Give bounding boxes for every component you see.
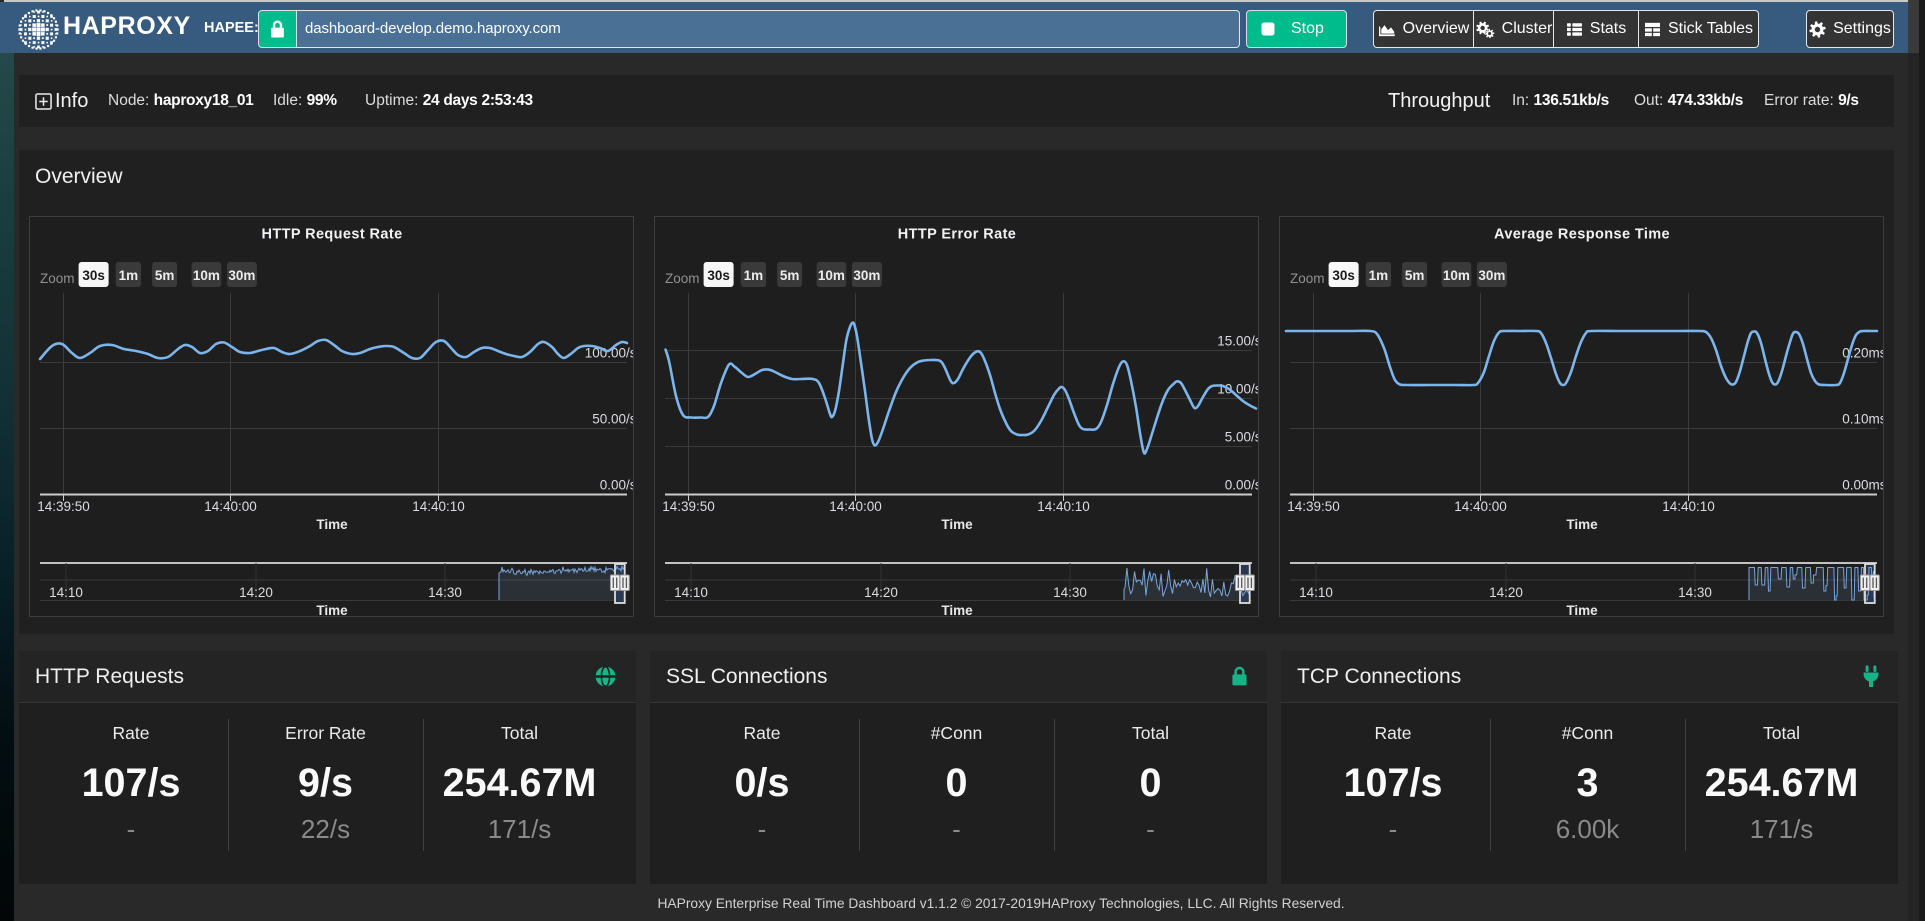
svg-text:10m: 10m — [818, 268, 845, 283]
svg-text:14:40:10: 14:40:10 — [1037, 499, 1090, 514]
svg-text:14:20: 14:20 — [1489, 585, 1523, 600]
svg-text:14:30: 14:30 — [1053, 585, 1087, 600]
svg-text:Time: Time — [941, 517, 973, 532]
svg-text:5.00/s: 5.00/s — [1225, 430, 1258, 445]
svg-text:HTTP Error Rate: HTTP Error Rate — [898, 227, 1017, 243]
svg-text:Time: Time — [316, 517, 348, 532]
svg-text:15.00/s: 15.00/s — [1217, 334, 1258, 349]
svg-text:30m: 30m — [1478, 268, 1505, 283]
svg-text:14:30: 14:30 — [428, 585, 462, 600]
svg-text:30m: 30m — [853, 268, 880, 283]
svg-text:0.20ms: 0.20ms — [1842, 346, 1883, 361]
svg-text:1m: 1m — [744, 268, 764, 283]
svg-text:Time: Time — [316, 603, 348, 616]
svg-text:30m: 30m — [228, 268, 255, 283]
svg-text:5m: 5m — [155, 268, 175, 283]
svg-text:30s: 30s — [1332, 268, 1355, 283]
svg-text:14:10: 14:10 — [49, 585, 83, 600]
svg-text:30s: 30s — [82, 268, 105, 283]
svg-text:14:39:50: 14:39:50 — [662, 499, 715, 514]
svg-text:1m: 1m — [119, 268, 139, 283]
svg-text:5m: 5m — [780, 268, 800, 283]
svg-text:14:10: 14:10 — [674, 585, 708, 600]
svg-text:5m: 5m — [1405, 268, 1425, 283]
svg-text:Average Response Time: Average Response Time — [1494, 227, 1670, 243]
svg-text:0.00/s: 0.00/s — [600, 478, 633, 493]
svg-text:14:39:50: 14:39:50 — [37, 499, 90, 514]
svg-text:30s: 30s — [707, 268, 730, 283]
svg-text:14:40:00: 14:40:00 — [1454, 499, 1507, 514]
svg-text:HTTP Request Rate: HTTP Request Rate — [261, 227, 402, 243]
svg-text:Time: Time — [941, 603, 973, 616]
svg-text:14:40:00: 14:40:00 — [204, 499, 257, 514]
svg-text:14:40:10: 14:40:10 — [412, 499, 465, 514]
svg-text:Zoom: Zoom — [40, 271, 75, 286]
svg-text:14:20: 14:20 — [239, 585, 273, 600]
svg-text:10.00/s: 10.00/s — [1217, 382, 1258, 397]
svg-text:Zoom: Zoom — [1290, 271, 1325, 286]
svg-text:0.00/s: 0.00/s — [1225, 478, 1258, 493]
svg-text:100.00/s: 100.00/s — [585, 346, 633, 361]
svg-text:10m: 10m — [193, 268, 220, 283]
svg-text:Zoom: Zoom — [665, 271, 700, 286]
svg-text:1m: 1m — [1369, 268, 1389, 283]
svg-text:50.00/s: 50.00/s — [592, 412, 633, 427]
svg-text:10m: 10m — [1443, 268, 1470, 283]
svg-text:14:10: 14:10 — [1299, 585, 1333, 600]
svg-text:14:40:00: 14:40:00 — [829, 499, 882, 514]
svg-text:14:30: 14:30 — [1678, 585, 1712, 600]
svg-text:14:40:10: 14:40:10 — [1662, 499, 1715, 514]
svg-text:14:20: 14:20 — [864, 585, 898, 600]
svg-text:14:39:50: 14:39:50 — [1287, 499, 1340, 514]
svg-text:0.00ms: 0.00ms — [1842, 478, 1883, 493]
svg-text:0.10ms: 0.10ms — [1842, 412, 1883, 427]
svg-text:Time: Time — [1566, 603, 1598, 616]
svg-text:Time: Time — [1566, 517, 1598, 532]
